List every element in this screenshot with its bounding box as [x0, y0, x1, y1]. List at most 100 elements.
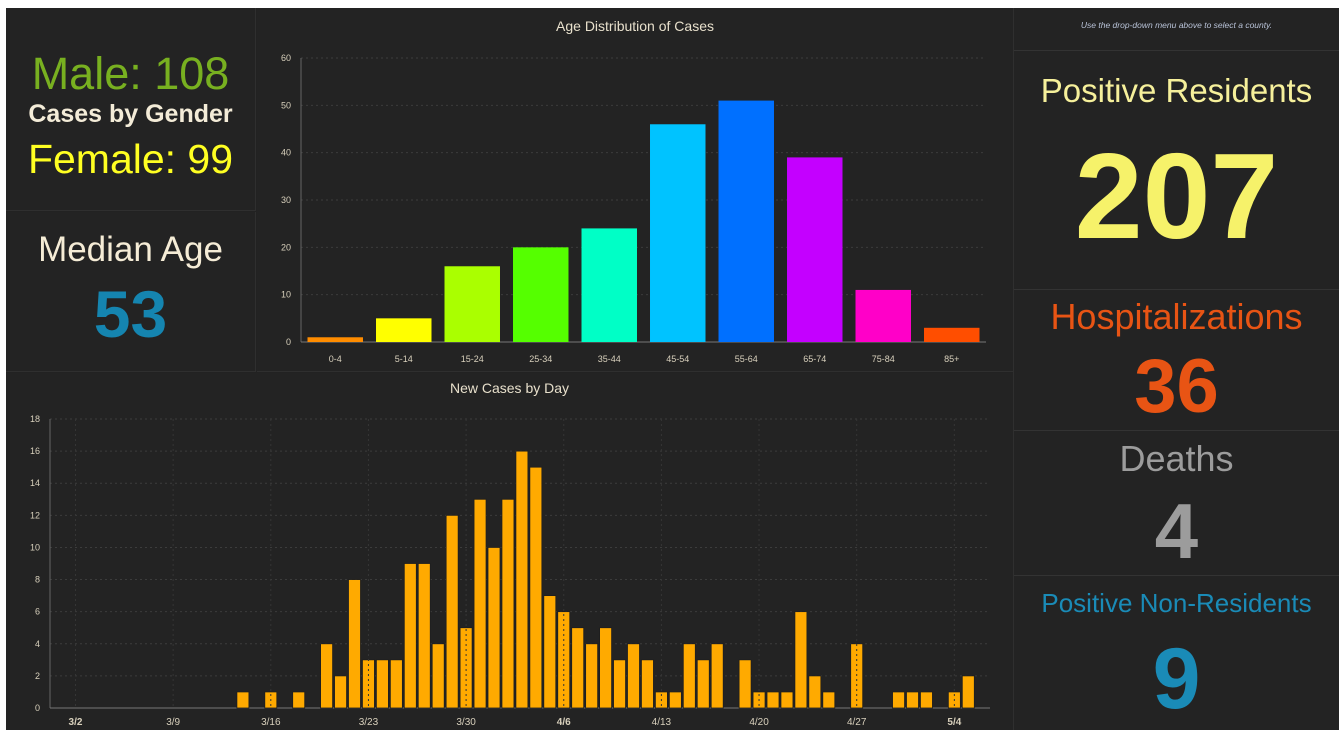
age-x-tick-label: 0-4 [329, 354, 342, 364]
day-bar [571, 627, 585, 709]
median-age-panel: Median Age 53 [6, 212, 256, 372]
age-y-tick-label: 60 [281, 53, 291, 63]
male-count: Male: 108 [31, 48, 230, 99]
day-bar [696, 659, 710, 709]
age-y-tick-label: 30 [281, 195, 291, 205]
day-bar [501, 498, 515, 709]
county-hint: Use the drop-down menu above to select a… [1080, 20, 1273, 30]
age-y-tick-label: 10 [281, 290, 291, 300]
day-x-tick-label: 3/30 [456, 717, 476, 728]
day-x-tick-label: 4/20 [749, 717, 769, 728]
age-bar [787, 157, 843, 342]
age-x-tick-label: 45-54 [666, 354, 689, 364]
age-x-tick-label: 15-24 [461, 354, 484, 364]
day-bar [320, 643, 334, 709]
age-distribution-chart: 0 10 20 30 40 50 60 0-4 5-14 15-24 25-34 35-44 45-54… [281, 53, 986, 364]
day-bar [766, 691, 780, 709]
day-y-tick-label: 8 [35, 575, 40, 585]
day-y-tick-label: 18 [30, 414, 40, 424]
age-x-tick-label: 75-84 [872, 354, 895, 364]
age-y-tick-label: 20 [281, 242, 291, 252]
day-bar [920, 691, 933, 709]
median-age-value: 53 [93, 277, 168, 351]
day-bar [627, 643, 640, 709]
day-y-tick-label: 12 [30, 510, 40, 520]
day-bar [529, 466, 543, 709]
hospitalizations-label: Hospitalizations [1050, 296, 1303, 337]
day-bar [641, 659, 654, 709]
day-x-tick-label: 4/27 [847, 717, 867, 728]
day-y-tick-label: 16 [30, 446, 40, 456]
day-bar [236, 691, 250, 709]
summary-column: Use the drop-down menu above to select a… [1013, 8, 1339, 730]
day-bar [487, 547, 501, 709]
age-bar [855, 289, 911, 342]
day-bar [892, 691, 905, 709]
day-bar [292, 691, 306, 709]
new-cases-panel: New Cases by Day 0 2 4 6 8 10 12 14 16 18 3/2 3/9 3/… [6, 373, 1013, 730]
age-bar [376, 318, 432, 342]
day-y-tick-label: 2 [35, 671, 40, 681]
day-y-tick-label: 10 [30, 542, 40, 552]
gender-title: Cases by Gender [28, 100, 233, 128]
age-y-tick-label: 0 [286, 337, 291, 347]
age-x-tick-label: 35-44 [598, 354, 621, 364]
day-bar [375, 659, 389, 709]
deaths-value: 4 [1154, 487, 1199, 575]
day-bar [445, 514, 459, 709]
day-x-tick-label: 4/6 [557, 717, 571, 728]
day-bar [808, 675, 822, 709]
age-x-tick-label: 25-34 [529, 354, 552, 364]
day-bar [459, 627, 473, 709]
age-x-tick-label: 5-14 [395, 354, 413, 364]
positive-residents-label: Positive Residents [1040, 72, 1313, 109]
non-residents-label: Positive Non-Residents [1041, 588, 1312, 618]
age-x-tick-label: 55-64 [735, 354, 758, 364]
deaths-label: Deaths [1119, 438, 1234, 479]
new-cases-chart: 0 2 4 6 8 10 12 14 16 18 3/2 3/9 3/16 3/23 3/30 4/6 4/13… [30, 414, 990, 728]
day-x-tick-label: 3/23 [359, 717, 379, 728]
deaths-box [1014, 431, 1339, 576]
day-bar [822, 691, 836, 709]
day-bar [515, 450, 529, 709]
day-bar [389, 659, 403, 709]
age-bar [924, 327, 980, 342]
day-bar [473, 498, 487, 709]
median-age-label: Median Age [38, 230, 223, 269]
age-bar [513, 247, 569, 342]
day-bar [961, 675, 975, 709]
age-bar [718, 100, 774, 342]
day-y-tick-label: 6 [35, 607, 40, 617]
age-bar [581, 228, 637, 342]
day-x-tick-label: 5/4 [947, 717, 961, 728]
age-x-tick-label: 85+ [944, 354, 959, 364]
day-bar [431, 643, 445, 709]
age-chart-title: Age Distribution of Cases [556, 18, 714, 34]
positive-box [1014, 51, 1339, 290]
age-y-tick-label: 50 [281, 100, 291, 110]
hosp-box [1014, 290, 1339, 431]
age-bar [650, 124, 706, 343]
day-bar [906, 691, 919, 709]
age-x-tick-label: 65-74 [803, 354, 826, 364]
day-y-tick-label: 0 [35, 703, 40, 713]
day-x-tick-label: 4/13 [652, 717, 672, 728]
positive-residents-value: 207 [1074, 128, 1279, 264]
day-bar [738, 659, 752, 709]
day-bar [710, 643, 724, 709]
non-residents-value: 9 [1152, 631, 1201, 727]
age-y-tick-label: 40 [281, 148, 291, 158]
day-bar [334, 675, 347, 709]
day-bar [794, 611, 808, 709]
day-bar [668, 691, 682, 709]
day-bar [613, 659, 626, 709]
age-distribution-panel: Age Distribution of Cases 0 10 20 30 40 50 60 0… [257, 8, 1013, 372]
day-y-tick-label: 14 [30, 478, 40, 488]
day-x-tick-label: 3/16 [261, 717, 281, 728]
gender-panel: Male: 108 Cases by Gender Female: 99 [6, 8, 256, 211]
day-bar [403, 563, 417, 709]
day-x-tick-label: 3/2 [69, 717, 83, 728]
age-bar [444, 266, 500, 342]
day-bar [348, 579, 361, 709]
day-bar [417, 563, 431, 709]
